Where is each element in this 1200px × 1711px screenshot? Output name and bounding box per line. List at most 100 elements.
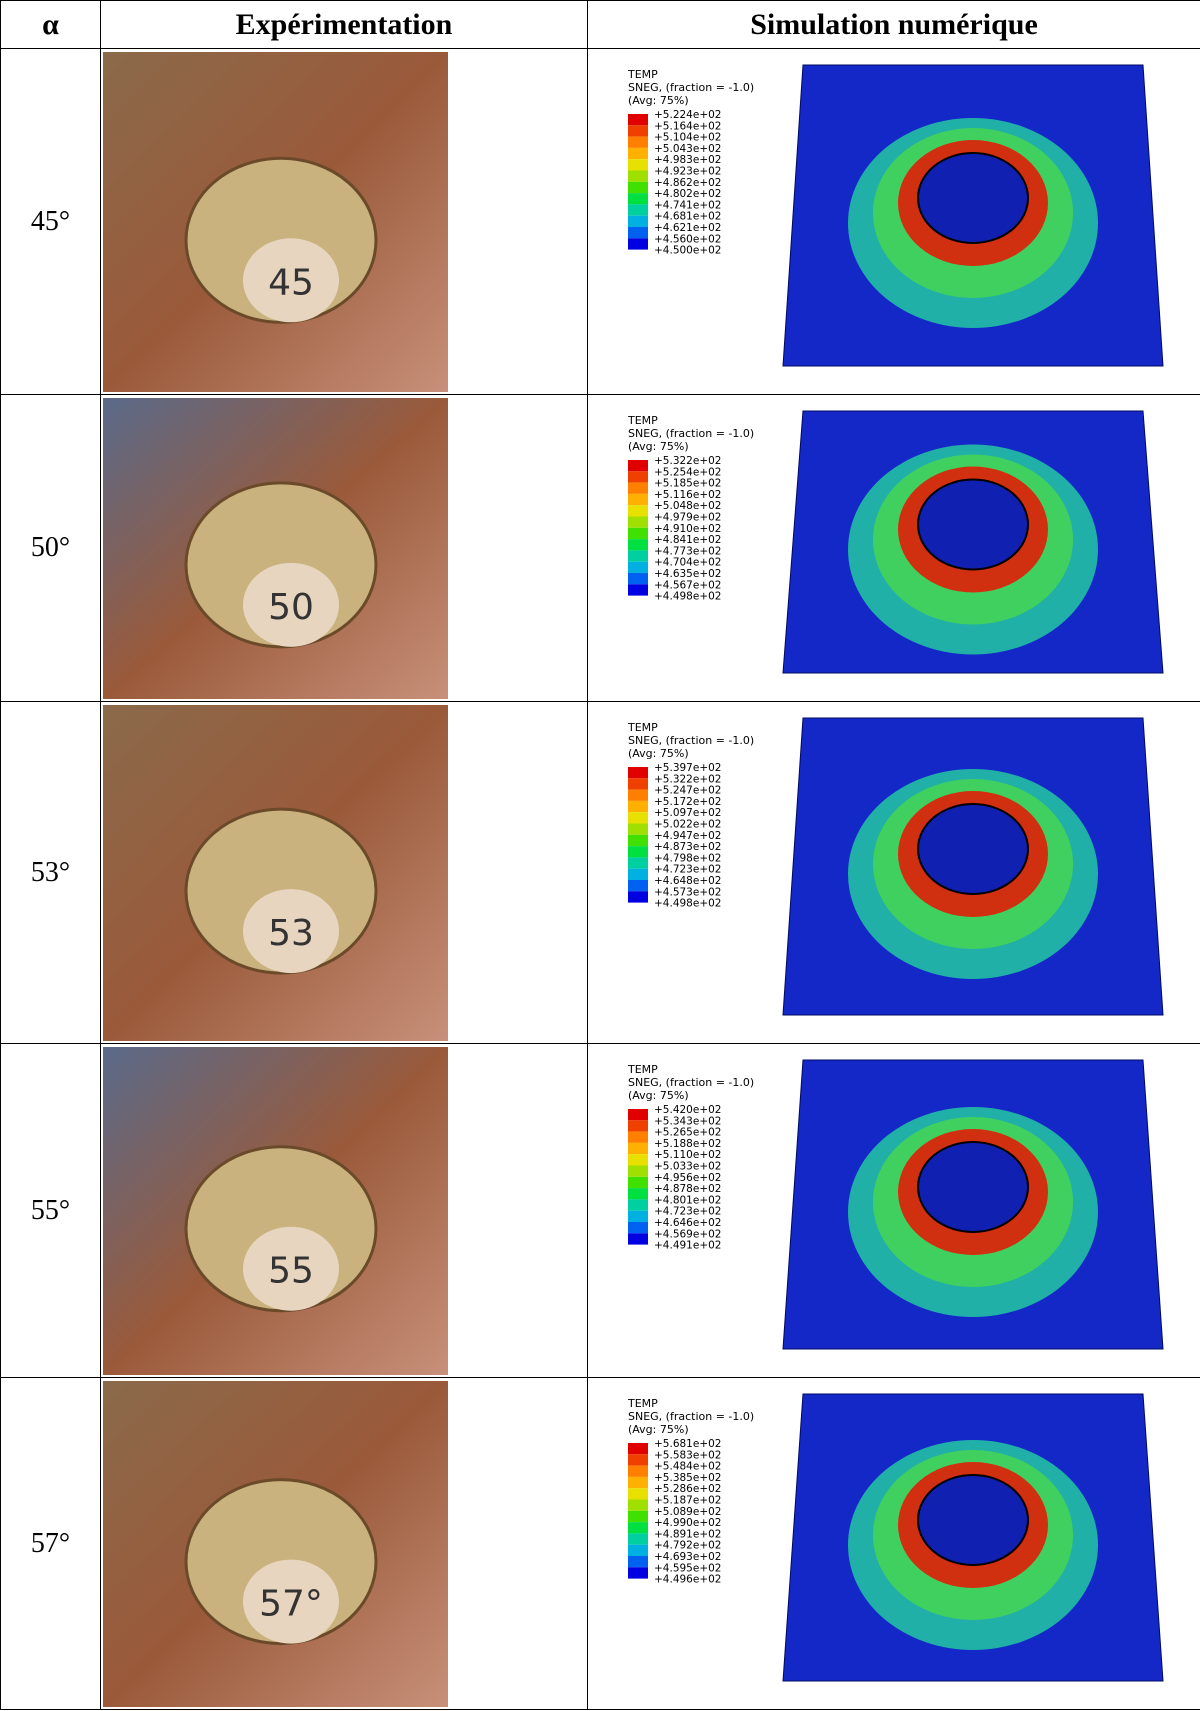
legend-band: [628, 1198, 648, 1211]
photo-cell: 45: [100, 48, 588, 395]
legend-band: [628, 1453, 648, 1466]
legend-band: [628, 158, 648, 170]
legend-subtitle: SNEG, (fraction = -1.0): [628, 81, 754, 94]
legend-band: [628, 811, 648, 823]
legend-band: [628, 1187, 648, 1199]
legend-band: [628, 538, 648, 550]
legend-band: [628, 237, 648, 250]
legend-band: [628, 777, 648, 790]
legend-value: +5.110e+02: [654, 1149, 721, 1161]
legend-value: +5.089e+02: [654, 1505, 721, 1517]
legend-band: [628, 482, 648, 494]
legend-title: TEMP: [627, 721, 658, 734]
legend-avg: (Avg: 75%): [628, 440, 689, 453]
legend-band: [628, 1119, 648, 1132]
photo-cell: 57°: [100, 1377, 588, 1710]
legend-value: +5.343e+02: [654, 1115, 721, 1127]
legend-band: [628, 1555, 648, 1567]
legend-band: [628, 879, 648, 891]
legend-value: +4.646e+02: [654, 1217, 721, 1229]
photo-label: 55: [268, 1250, 314, 1291]
legend-value: +5.187e+02: [654, 1494, 721, 1506]
ring: [917, 478, 1029, 570]
legend-band: [628, 459, 648, 471]
legend-value: +5.043e+02: [654, 142, 721, 154]
legend-value: +5.265e+02: [654, 1126, 721, 1138]
legend-value: +5.247e+02: [654, 784, 721, 796]
legend-value: +5.033e+02: [654, 1160, 721, 1172]
legend-title: TEMP: [627, 1063, 658, 1076]
simulation-cell: TEMP SNEG, (fraction = -1.0) (Avg: 75%) +5.…: [587, 1043, 1200, 1378]
angle-cell: 57°: [0, 1377, 101, 1710]
photo: 45: [103, 51, 448, 392]
legend-band: [628, 136, 648, 148]
legend-subtitle: SNEG, (fraction = -1.0): [628, 1076, 754, 1089]
legend-band: [628, 192, 648, 204]
legend-band: [628, 856, 648, 869]
legend-subtitle: SNEG, (fraction = -1.0): [628, 1410, 754, 1423]
legend-band: [628, 203, 648, 216]
legend-band: [628, 527, 648, 539]
legend-value: +4.802e+02: [654, 188, 721, 200]
row: 57° 57° TEMP SNEG, (fraction = -1.0) (Avg: 7…: [0, 1377, 1200, 1710]
legend-value: +4.648e+02: [654, 875, 721, 887]
legend-band: [628, 516, 648, 528]
legend-value: +4.704e+02: [654, 556, 721, 568]
legend-value: +4.567e+02: [654, 579, 721, 591]
photo: 55: [103, 1046, 448, 1375]
legend-band: [628, 1544, 648, 1556]
legend-band: [628, 113, 648, 125]
photo-label: 50: [268, 586, 314, 627]
photo-label: 45: [268, 262, 314, 303]
legend-value: +4.595e+02: [654, 1562, 721, 1574]
legend-band: [628, 1465, 648, 1477]
legend-band: [628, 789, 648, 801]
header-cell: α: [0, 0, 101, 49]
legend-band: [628, 561, 648, 573]
legend-value: +5.116e+02: [654, 488, 721, 500]
legend-band: [628, 1521, 648, 1533]
legend-value: +5.322e+02: [654, 773, 721, 785]
legend-band: [628, 170, 648, 182]
cone-top: [243, 237, 339, 322]
legend-value: +5.397e+02: [654, 762, 721, 774]
legend-value: +4.923e+02: [654, 165, 721, 177]
legend-band: [628, 549, 648, 562]
legend-band: [628, 1487, 648, 1499]
legend-value: +5.681e+02: [654, 1438, 721, 1450]
legend-value: +5.104e+02: [654, 131, 721, 143]
legend-value: +5.022e+02: [654, 818, 721, 830]
legend-band: [628, 226, 648, 238]
row: 55° 55 TEMP SNEG, (fraction = -1.0) (Avg: 75…: [0, 1043, 1200, 1378]
legend-value: +5.172e+02: [654, 795, 721, 807]
legend-band: [628, 1153, 648, 1165]
legend-band: [628, 504, 648, 516]
legend-value: +5.164e+02: [654, 120, 721, 132]
simulation-cell: TEMP SNEG, (fraction = -1.0) (Avg: 75%) +5.…: [587, 701, 1200, 1044]
legend-band: [628, 890, 648, 903]
legend-band: [628, 1176, 648, 1188]
legend-value: +4.741e+02: [654, 199, 721, 211]
legend-avg: (Avg: 75%): [628, 94, 689, 107]
row: 53° 53 TEMP SNEG, (fraction = -1.0) (Avg: 75…: [0, 701, 1200, 1044]
legend-title: TEMP: [627, 1397, 658, 1410]
legend-value: +4.560e+02: [654, 233, 721, 245]
legend-band: [628, 845, 648, 857]
legend-value: +4.947e+02: [654, 829, 721, 841]
legend-band: [628, 1142, 648, 1154]
ring: [917, 802, 1029, 895]
header-row: α Expérimentation Simulation numérique: [0, 0, 1200, 49]
photo-label: 53: [268, 913, 314, 954]
legend-band: [628, 800, 648, 812]
legend-title: TEMP: [627, 68, 658, 81]
header-cell: Simulation numérique: [587, 0, 1200, 49]
legend-value: +4.792e+02: [654, 1539, 721, 1551]
legend-value: +4.621e+02: [654, 222, 721, 234]
legend-band: [628, 1131, 648, 1143]
cone-top: [243, 888, 339, 973]
legend-value: +4.990e+02: [654, 1517, 721, 1529]
